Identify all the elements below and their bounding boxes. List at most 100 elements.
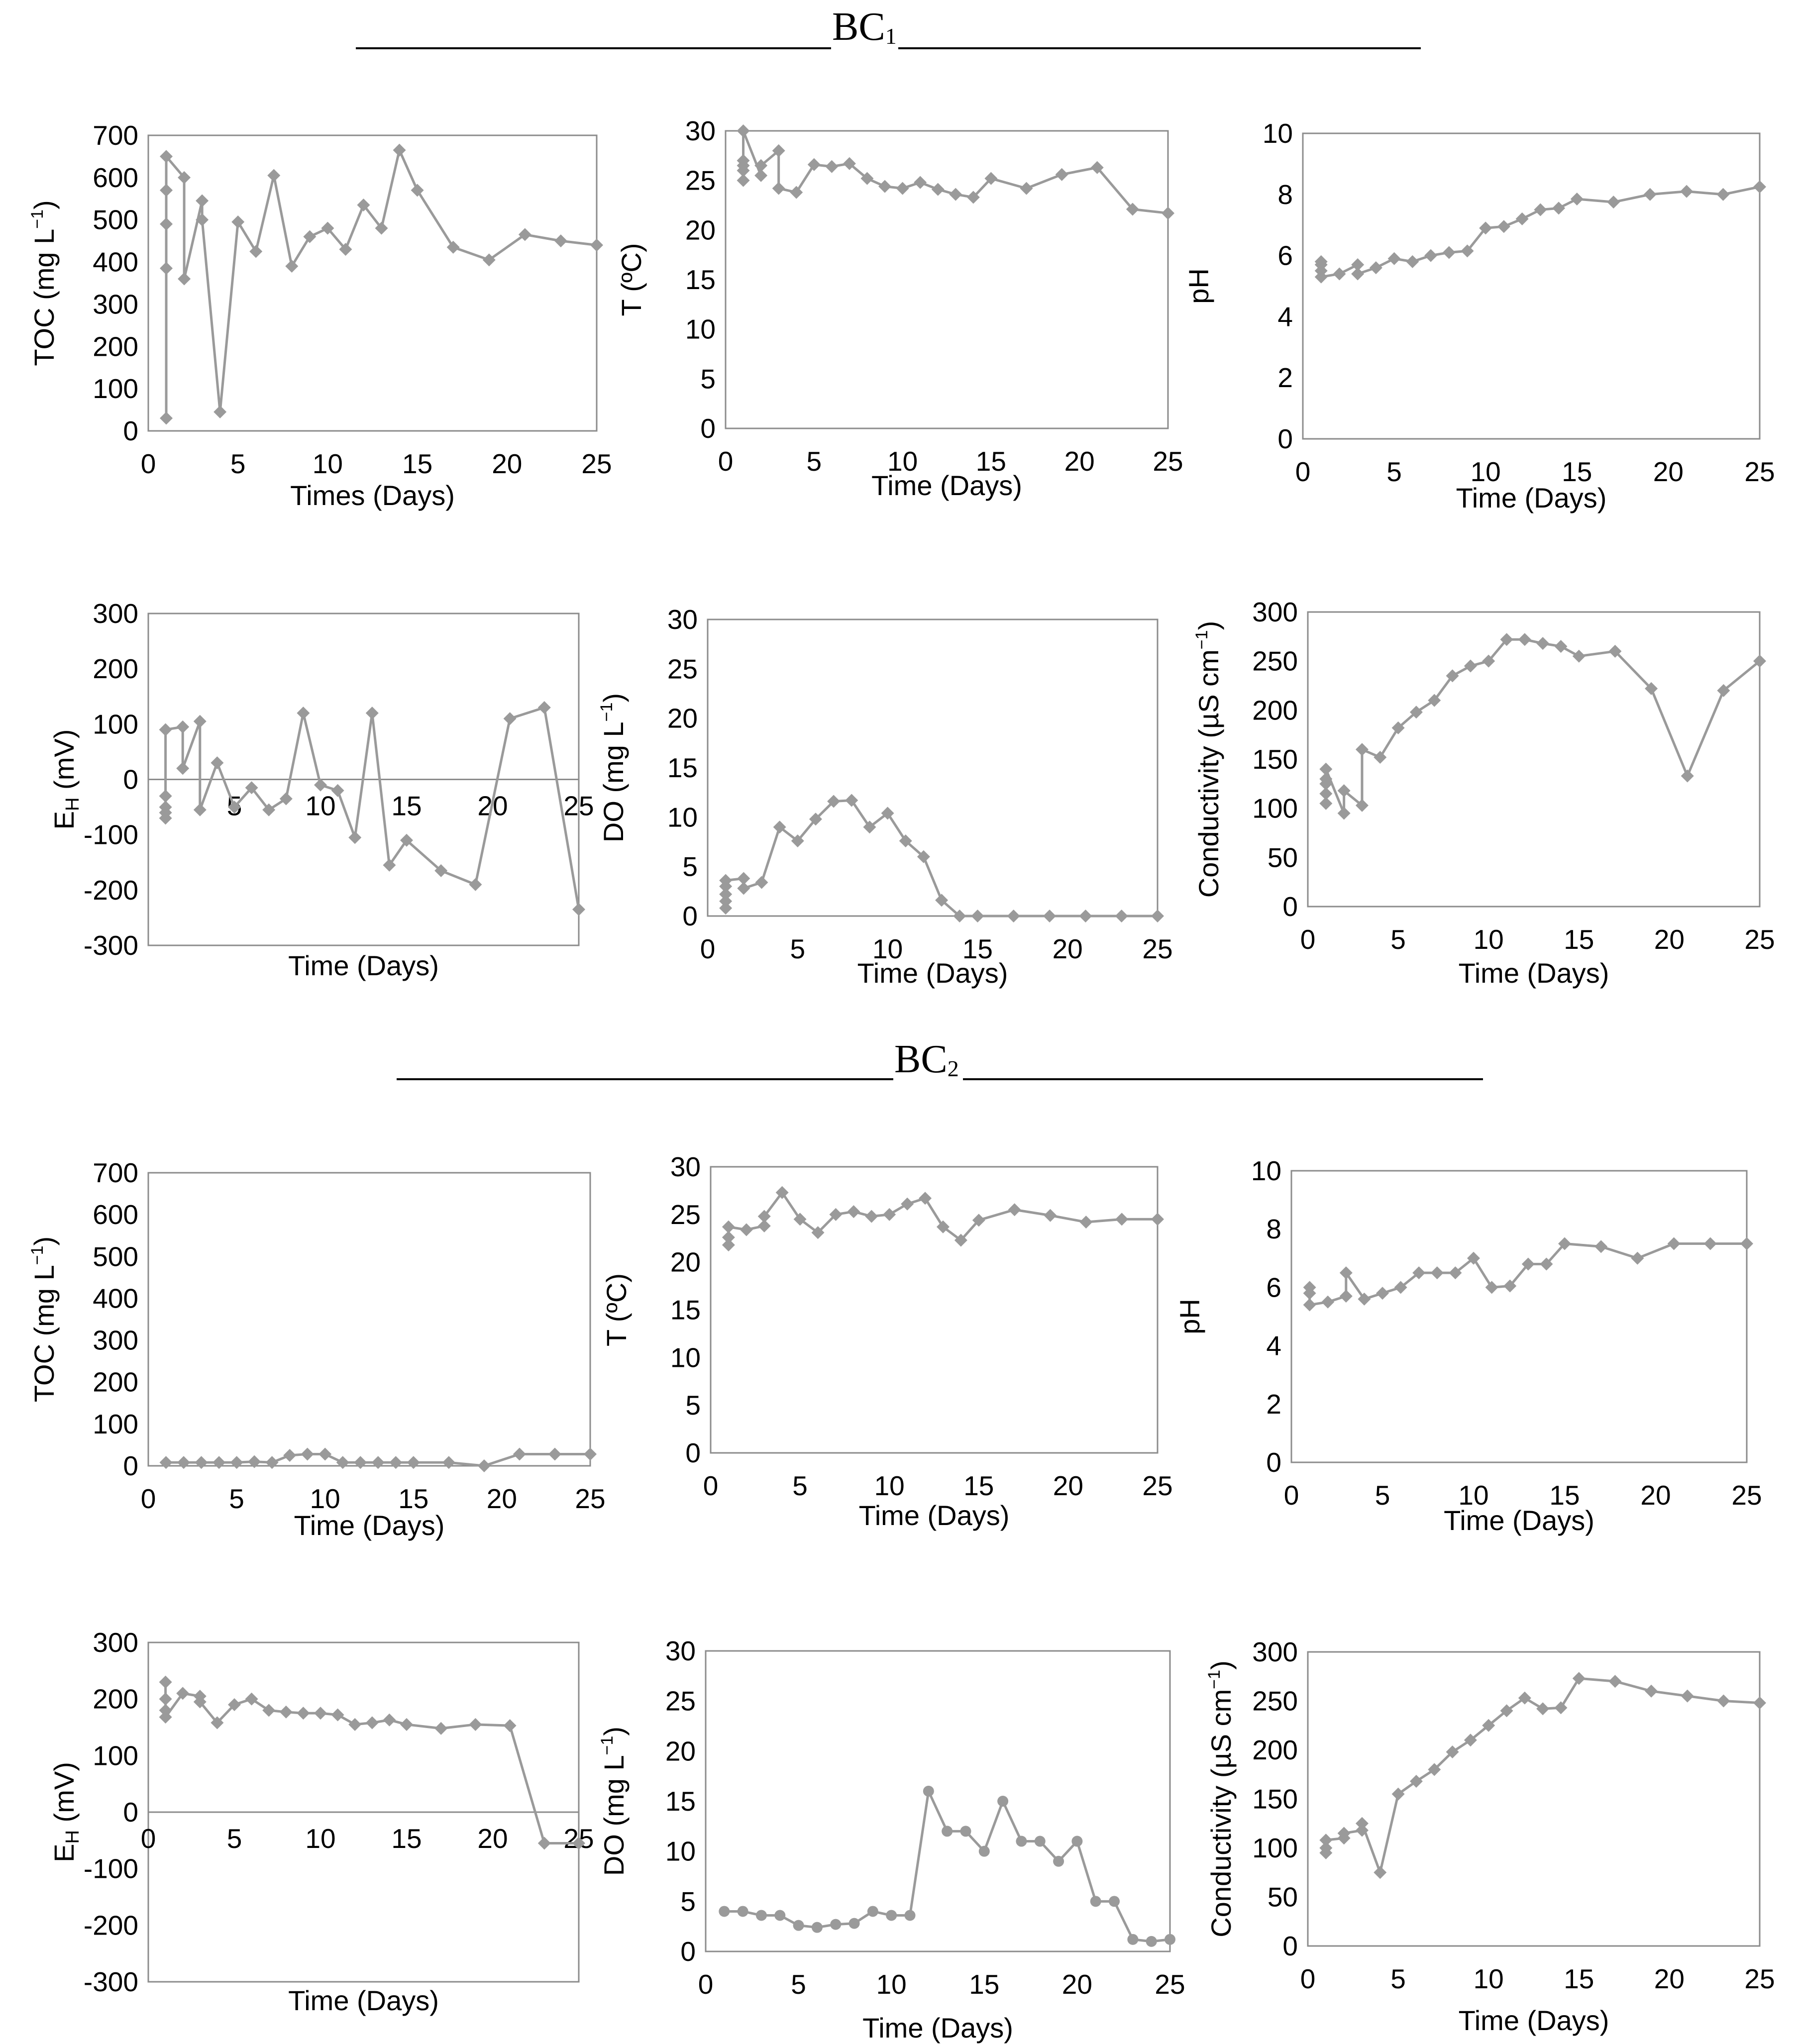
y-axis-title: EH (mV) xyxy=(48,729,83,830)
plot-area-frame xyxy=(1290,1170,1748,1463)
data-point-marker xyxy=(1151,1213,1164,1226)
data-point-marker xyxy=(1034,1836,1046,1847)
x-tick-label: 5 xyxy=(792,1470,808,1501)
data-point-marker xyxy=(400,1718,413,1731)
data-point-marker xyxy=(1681,769,1694,783)
data-point-marker xyxy=(1500,1704,1513,1718)
data-point-marker xyxy=(1497,220,1510,233)
data-point-marker xyxy=(584,1447,597,1461)
data-point-marker xyxy=(1703,1237,1717,1250)
x-tick-label: 10 xyxy=(305,791,335,821)
data-point-marker xyxy=(442,1456,455,1469)
data-point-marker xyxy=(1521,1257,1535,1271)
data-point-marker xyxy=(737,154,750,167)
data-point-marker xyxy=(1608,644,1622,658)
data-point-marker xyxy=(953,910,966,922)
y-tick-label: 10 xyxy=(1251,1155,1281,1186)
data-point-marker xyxy=(883,1208,896,1221)
data-point-marker xyxy=(1314,270,1328,284)
data-point-marker xyxy=(279,1705,293,1719)
data-point-marker xyxy=(1355,799,1369,812)
x-tick-label: 10 xyxy=(876,1969,907,2000)
data-point-marker xyxy=(1369,261,1382,275)
data-point-marker xyxy=(196,213,209,226)
y-tick-label: 20 xyxy=(665,1736,696,1766)
data-point-marker xyxy=(1572,1672,1586,1685)
data-point-marker xyxy=(503,712,517,725)
data-point-marker xyxy=(1090,1896,1101,1907)
data-point-marker xyxy=(1351,258,1365,272)
data-point-marker xyxy=(1339,1266,1353,1280)
data-point-marker xyxy=(503,1719,517,1733)
data-point-marker xyxy=(354,1456,367,1469)
plot-area-frame xyxy=(705,1650,1171,1952)
data-point-marker xyxy=(1554,1701,1568,1715)
data-point-marker xyxy=(960,1826,971,1837)
x-tick-label: 10 xyxy=(1474,924,1504,955)
x-axis-title: Time (Days) xyxy=(862,2012,1013,2044)
data-point-marker xyxy=(434,864,448,877)
y-axis-title: pH xyxy=(1174,1299,1205,1334)
data-point-marker xyxy=(901,1197,914,1211)
y-axis-title: pH xyxy=(1183,268,1214,304)
y-tick-label: 250 xyxy=(1252,1686,1298,1717)
y-tick-label: 500 xyxy=(93,204,138,235)
section-title-bc2-base: BC xyxy=(894,1037,948,1081)
x-tick-label: 10 xyxy=(305,1823,335,1854)
x-tick-label: 15 xyxy=(1562,456,1592,487)
x-axis-title: Time (Days) xyxy=(1456,482,1607,513)
y-tick-label: 8 xyxy=(1277,179,1293,210)
data-point-marker xyxy=(1079,910,1092,922)
y-axis-title-main: E xyxy=(48,811,80,829)
data-point-marker xyxy=(790,186,803,199)
data-point-marker xyxy=(314,1707,327,1720)
y-tick-label: 400 xyxy=(93,247,138,278)
data-point-marker xyxy=(719,902,733,915)
y-axis-title-end: (mV) xyxy=(48,729,80,798)
y-tick-label: 20 xyxy=(667,703,698,734)
y-axis-title: DO (mg L−1) xyxy=(597,693,629,842)
y-tick-label: 2 xyxy=(1266,1389,1281,1420)
y-axis-title-end: ) xyxy=(598,1727,630,1736)
data-point-marker xyxy=(1753,180,1766,194)
data-point-marker xyxy=(1055,168,1068,181)
data-point-marker xyxy=(1515,212,1529,225)
x-tick-label: 15 xyxy=(398,1483,428,1514)
y-tick-label: -100 xyxy=(84,819,138,850)
x-tick-label: 15 xyxy=(391,791,422,821)
data-point-marker xyxy=(809,813,822,826)
data-point-marker xyxy=(590,238,603,252)
section-title-bc2: BC2 xyxy=(894,1037,959,1081)
data-point-marker xyxy=(383,1713,396,1727)
data-point-marker xyxy=(1449,1266,1462,1280)
data-point-marker xyxy=(860,172,874,185)
data-point-marker xyxy=(348,831,362,844)
data-point-marker xyxy=(1374,751,1387,764)
y-axis-title-end: (mV) xyxy=(48,1762,80,1830)
y-tick-label: 5 xyxy=(685,1390,701,1421)
y-tick-label: -200 xyxy=(84,1910,138,1941)
x-tick-label: 0 xyxy=(1284,1480,1299,1511)
x-tick-label: 25 xyxy=(1155,1969,1185,2000)
y-tick-label: 30 xyxy=(685,115,716,146)
data-point-marker xyxy=(914,176,927,189)
data-point-marker xyxy=(737,872,750,885)
data-point-marker xyxy=(755,1910,767,1921)
y-tick-label: 10 xyxy=(685,314,716,345)
data-point-marker xyxy=(446,240,460,254)
data-point-marker xyxy=(1740,1237,1753,1250)
data-point-marker xyxy=(407,1456,420,1469)
plot-area-frame xyxy=(1307,1651,1761,1947)
data-point-marker xyxy=(1607,196,1620,209)
x-tick-label: 25 xyxy=(1142,1470,1172,1501)
y-axis-title-main: T (ºC) xyxy=(601,1273,632,1346)
data-point-marker xyxy=(482,253,496,267)
data-point-marker xyxy=(1442,246,1456,259)
data-point-marker xyxy=(949,188,962,201)
data-point-marker xyxy=(383,858,396,872)
data-point-marker xyxy=(177,1456,191,1469)
data-point-marker xyxy=(1753,1696,1766,1710)
x-tick-label: 0 xyxy=(141,1483,156,1514)
y-tick-label: 200 xyxy=(93,1684,138,1715)
data-point-marker xyxy=(159,789,172,803)
